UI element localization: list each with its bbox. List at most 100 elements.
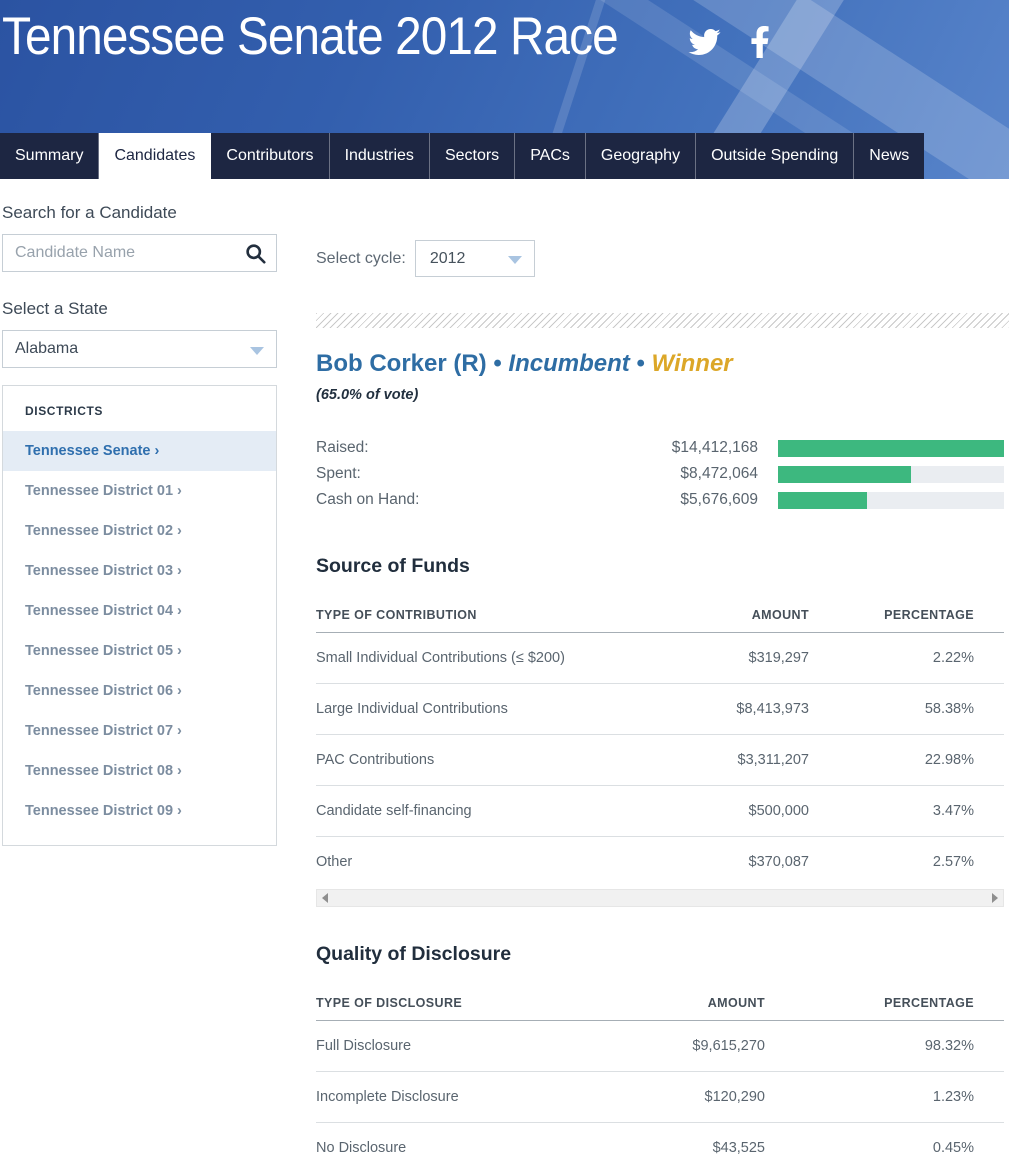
state-select-value: Alabama <box>15 340 78 357</box>
search-heading: Search for a Candidate <box>2 203 277 223</box>
finance-bar-track <box>778 492 1004 509</box>
source-of-funds-table: TYPE OF CONTRIBUTIONAMOUNTPERCENTAGESmal… <box>316 602 1004 887</box>
table-horizontal-scrollbar[interactable] <box>316 889 1004 907</box>
districts-heading: DISCTRICTS <box>25 404 276 418</box>
finance-row: Spent:$8,472,064 <box>316 461 1004 487</box>
nav-tabs: SummaryCandidatesContributorsIndustriesS… <box>0 133 924 179</box>
table-cell: 0.45% <box>765 1123 1004 1173</box>
district-list-item[interactable]: Tennessee District 06 › <box>3 671 276 711</box>
table-cell: 98.32% <box>765 1021 1004 1072</box>
finance-bar-track <box>778 440 1004 457</box>
quality-of-disclosure-table: TYPE OF DISCLOSUREAMOUNTPERCENTAGEFull D… <box>316 990 1004 1173</box>
table-cell: Full Disclosure <box>316 1021 585 1072</box>
cycle-label: Select cycle: <box>316 250 406 268</box>
column-header: TYPE OF DISCLOSURE <box>316 990 585 1021</box>
table-row: Large Individual Contributions$8,413,973… <box>316 684 1004 735</box>
table-row: Candidate self-financing$500,0003.47% <box>316 786 1004 837</box>
district-list-item[interactable]: Tennessee District 04 › <box>3 591 276 631</box>
table-cell: Candidate self-financing <box>316 786 629 837</box>
column-header: PERCENTAGE <box>809 602 1004 633</box>
tab-summary[interactable]: Summary <box>0 133 99 179</box>
tab-news[interactable]: News <box>854 133 924 179</box>
bullet-separator: • <box>493 350 501 377</box>
state-heading: Select a State <box>2 299 277 319</box>
candidate-result: Winner <box>652 350 733 377</box>
district-list: Tennessee Senate ›Tennessee District 01 … <box>3 431 276 831</box>
district-list-item[interactable]: Tennessee District 01 › <box>3 471 276 511</box>
district-list-item[interactable]: Tennessee Senate › <box>3 431 276 471</box>
table-row: Small Individual Contributions (≤ $200)$… <box>316 633 1004 684</box>
table-cell: 1.23% <box>765 1072 1004 1123</box>
table-row: Full Disclosure$9,615,27098.32% <box>316 1021 1004 1072</box>
table-cell: Other <box>316 837 629 888</box>
district-list-item[interactable]: Tennessee District 03 › <box>3 551 276 591</box>
main-content: Select cycle: 2012 Bob Corker (R) • Incu… <box>316 179 1004 1173</box>
column-header: AMOUNT <box>585 990 765 1021</box>
tab-pacs[interactable]: PACs <box>515 133 586 179</box>
table-cell: Small Individual Contributions (≤ $200) <box>316 633 629 684</box>
table-cell: $370,087 <box>629 837 809 888</box>
tab-geography[interactable]: Geography <box>586 133 696 179</box>
search-input[interactable] <box>3 235 223 271</box>
districts-panel: DISCTRICTS Tennessee Senate ›Tennessee D… <box>2 385 277 846</box>
table-cell: 2.57% <box>809 837 1004 888</box>
table-row: No Disclosure$43,5250.45% <box>316 1123 1004 1173</box>
chevron-down-icon <box>508 256 522 264</box>
candidate-status: Incumbent <box>508 350 629 377</box>
candidate-name: Bob Corker (R) <box>316 350 487 377</box>
cycle-select-value: 2012 <box>430 250 466 267</box>
facebook-icon[interactable] <box>750 26 770 63</box>
district-list-item[interactable]: Tennessee District 09 › <box>3 791 276 831</box>
state-select[interactable]: Alabama <box>2 330 277 368</box>
scroll-left-arrow-icon[interactable] <box>322 893 328 903</box>
table-cell: PAC Contributions <box>316 735 629 786</box>
table-cell: No Disclosure <box>316 1123 585 1173</box>
finance-label: Cash on Hand: <box>316 491 498 509</box>
finance-label: Spent: <box>316 465 498 483</box>
source-of-funds-heading: Source of Funds <box>316 555 1004 578</box>
table-cell: $9,615,270 <box>585 1021 765 1072</box>
chevron-down-icon <box>250 347 264 355</box>
stripe-divider <box>316 313 1009 328</box>
table-cell: $120,290 <box>585 1072 765 1123</box>
district-list-item[interactable]: Tennessee District 02 › <box>3 511 276 551</box>
twitter-icon[interactable] <box>686 26 723 63</box>
finance-bar-track <box>778 466 1004 483</box>
table-cell: $43,525 <box>585 1123 765 1173</box>
candidate-heading: Bob Corker (R) • Incumbent • Winner <box>316 350 1004 378</box>
finance-amount: $8,472,064 <box>498 465 778 483</box>
table-cell: Large Individual Contributions <box>316 684 629 735</box>
cycle-select[interactable]: 2012 <box>415 240 535 277</box>
tab-industries[interactable]: Industries <box>330 133 430 179</box>
vote-share: (65.0% of vote) <box>316 387 1004 403</box>
table-cell: $8,413,973 <box>629 684 809 735</box>
finance-summary: Raised:$14,412,168Spent:$8,472,064Cash o… <box>316 435 1004 513</box>
table-row: Incomplete Disclosure$120,2901.23% <box>316 1072 1004 1123</box>
table-row: Other$370,0872.57% <box>316 837 1004 888</box>
finance-bar-fill <box>778 440 1004 457</box>
table-cell: 58.38% <box>809 684 1004 735</box>
search-icon[interactable] <box>245 243 266 269</box>
tab-sectors[interactable]: Sectors <box>430 133 515 179</box>
sidebar: Search for a Candidate Select a State Al… <box>2 179 277 1173</box>
table-cell: $500,000 <box>629 786 809 837</box>
district-list-item[interactable]: Tennessee District 08 › <box>3 751 276 791</box>
district-list-item[interactable]: Tennessee District 07 › <box>3 711 276 751</box>
table-cell: 2.22% <box>809 633 1004 684</box>
finance-bar-fill <box>778 466 911 483</box>
quality-of-disclosure-heading: Quality of Disclosure <box>316 943 1004 966</box>
table-cell: 3.47% <box>809 786 1004 837</box>
tab-outside-spending[interactable]: Outside Spending <box>696 133 854 179</box>
tab-candidates[interactable]: Candidates <box>99 133 211 179</box>
cycle-selector-row: Select cycle: 2012 <box>316 240 1004 277</box>
tab-contributors[interactable]: Contributors <box>211 133 329 179</box>
table-cell: 22.98% <box>809 735 1004 786</box>
table-cell: Incomplete Disclosure <box>316 1072 585 1123</box>
page-content: Search for a Candidate Select a State Al… <box>0 179 1009 1173</box>
scroll-right-arrow-icon[interactable] <box>992 893 998 903</box>
district-list-item[interactable]: Tennessee District 05 › <box>3 631 276 671</box>
finance-label: Raised: <box>316 439 498 457</box>
finance-row: Cash on Hand:$5,676,609 <box>316 487 1004 513</box>
column-header: TYPE OF CONTRIBUTION <box>316 602 629 633</box>
candidate-search-box <box>2 234 277 272</box>
